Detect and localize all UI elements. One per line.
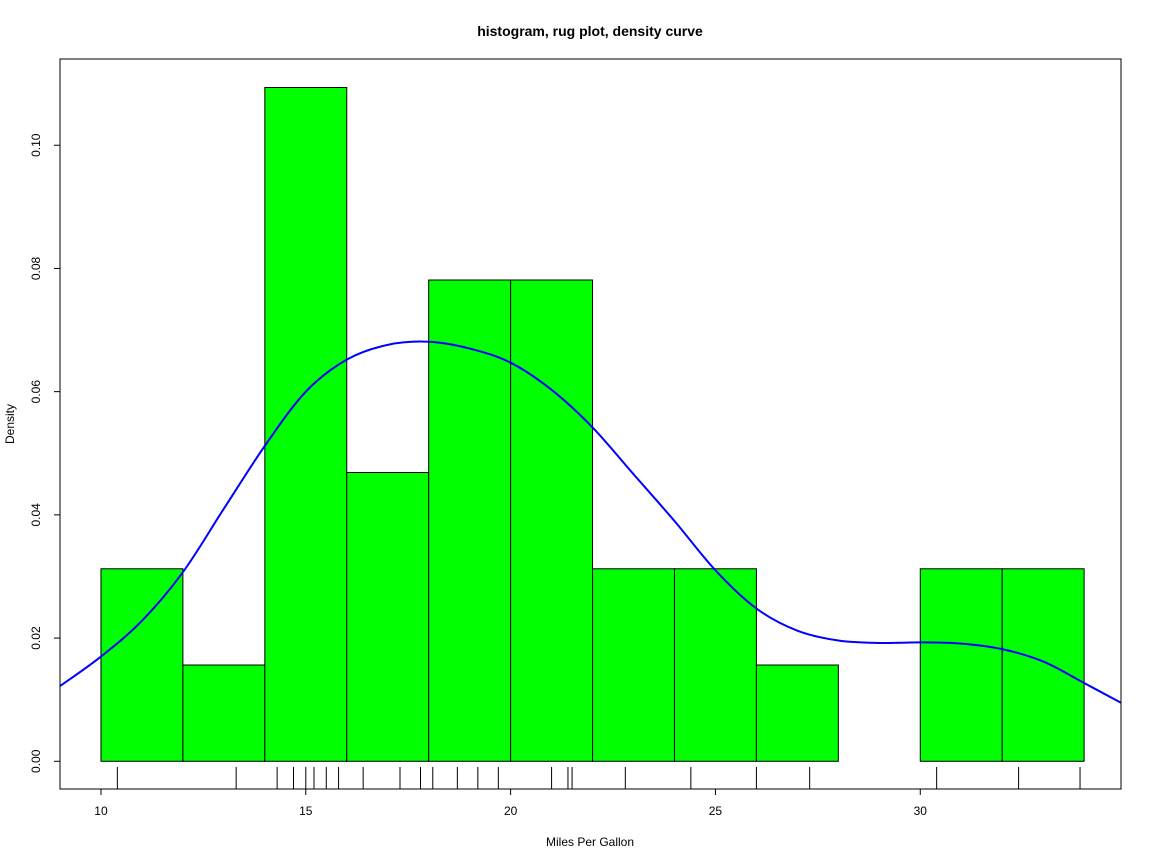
x-tick-label: 30 — [914, 804, 928, 818]
histogram-bar — [428, 279, 512, 762]
x-axis: 10 15 20 25 30 — [94, 789, 927, 818]
y-tick-label: 0.02 — [29, 626, 43, 650]
x-tick-label: 15 — [299, 804, 313, 818]
histogram-bar — [264, 86, 348, 762]
y-tick-label: 0.10 — [29, 133, 43, 157]
histogram-bar — [182, 664, 266, 762]
histogram-bar — [100, 568, 184, 762]
density-curve — [59, 340, 1122, 704]
histogram-bar — [755, 664, 839, 762]
histogram-bar — [592, 568, 675, 762]
y-axis: 0.00 0.02 0.04 0.06 0.08 0.10 — [29, 133, 60, 773]
x-tick-label: 20 — [504, 804, 518, 818]
x-axis-label: Miles Per Gallon — [546, 835, 634, 849]
y-axis-label: Density — [3, 404, 17, 444]
density-curve-group — [59, 340, 1122, 704]
histogram-bar — [1001, 568, 1085, 762]
histogram-bar — [346, 472, 430, 762]
chart-title: histogram, rug plot, density curve — [477, 23, 703, 39]
y-tick-label: 0.08 — [29, 256, 43, 280]
histogram-bars — [100, 86, 1085, 762]
x-tick-label: 25 — [709, 804, 723, 818]
y-tick-label: 0.04 — [29, 503, 43, 527]
histogram-bar — [919, 568, 1003, 762]
rug-plot — [116, 767, 1081, 789]
histogram-bar — [510, 279, 594, 762]
y-tick-label: 0.00 — [29, 749, 43, 773]
plot-frame — [59, 58, 1122, 790]
x-tick-label: 10 — [94, 804, 108, 818]
histogram-bar — [673, 568, 757, 762]
y-tick-label: 0.06 — [29, 380, 43, 404]
